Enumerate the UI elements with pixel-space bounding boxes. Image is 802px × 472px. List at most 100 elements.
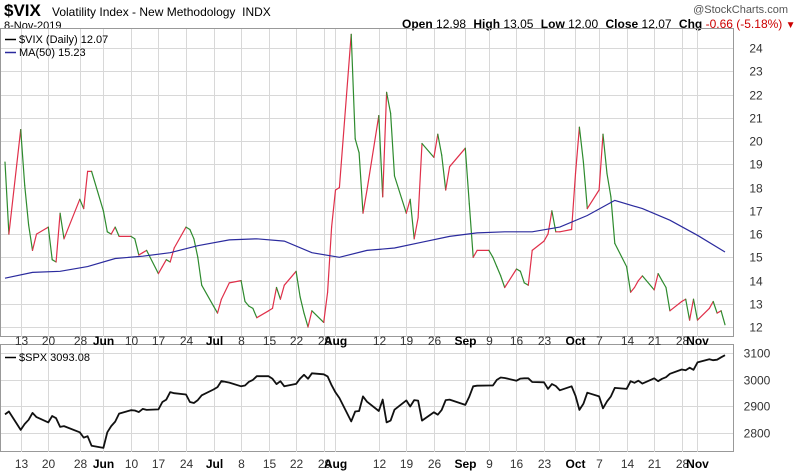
stockcharts-watermark: @StockCharts.com [693, 4, 788, 16]
vix-up-segment [279, 284, 285, 300]
vix-down-segment [441, 154, 447, 191]
spx-x-tick-label: 29 [318, 457, 332, 471]
vix-down-segment [610, 196, 616, 244]
vix-x-tick-label: 8 [238, 334, 245, 348]
vix-up-segment [688, 298, 695, 321]
spx-x-tick-label: 14 [621, 457, 635, 471]
ohlc-summary: Open 12.98 High 13.05 Low 12.00 Close 12… [398, 17, 796, 31]
vix-down-segment [244, 300, 250, 307]
vix-down-segment [252, 307, 258, 319]
vix-down-segment [295, 270, 301, 298]
vix-up-segment [433, 133, 439, 158]
vix-x-tick-label: Nov [686, 334, 709, 348]
spx-x-tick-label: 10 [125, 457, 139, 471]
vix-down-segment [685, 298, 691, 321]
vix-up-segment [83, 170, 89, 210]
vix-x-tick-label: Aug [324, 334, 347, 348]
vix-down-segment [212, 305, 219, 314]
vix-up-segment [220, 282, 230, 300]
vix-down-segment [59, 212, 65, 240]
vix-down-segment [625, 266, 632, 293]
vix-down-segment [515, 268, 522, 272]
vix-y-tick-label: 22 [749, 89, 763, 103]
vix-down-segment [606, 173, 612, 198]
vix-up-segment [334, 187, 340, 191]
vix-down-segment [358, 152, 364, 214]
vix-x-tick-label: 21 [648, 334, 662, 348]
vix-down-segment [421, 142, 435, 158]
spx-x-tick-label: 12 [373, 457, 387, 471]
vix-down-segment [134, 238, 140, 256]
spx-x-tick-label: 26 [428, 457, 442, 471]
vix-up-segment [637, 275, 644, 282]
spx-x-tick-label: Aug [324, 457, 347, 471]
spx-x-tick-label: Jun [93, 457, 114, 471]
vix-down-segment [692, 298, 699, 321]
vix-down-segment [488, 249, 494, 258]
spx-x-tick-label: 28 [74, 457, 88, 471]
vix-x-tick-label: 13 [15, 334, 29, 348]
spx-x-tick-label: 17 [152, 457, 166, 471]
vix-up-segment [110, 226, 116, 235]
vix-down-segment [409, 198, 415, 240]
vix-x-tick-label: 19 [400, 334, 414, 348]
spx-x-tick-label: Sep [454, 457, 476, 471]
vix-up-segment [559, 228, 573, 233]
change-value: -0.66 (-5.18%) [705, 17, 783, 31]
vix-up-segment [716, 310, 722, 314]
vix-up-segment [696, 307, 710, 321]
vix-down-segment [193, 238, 199, 258]
high-label: High [473, 17, 501, 31]
vix-up-segment [417, 142, 423, 219]
vix-x-tick-label: 29 [318, 334, 332, 348]
vix-x-tick-label: 14 [621, 334, 635, 348]
vix-x-tick-label: 17 [152, 334, 166, 348]
vix-up-segment [413, 217, 419, 240]
open-label: Open [402, 17, 433, 31]
vix-down-segment [492, 256, 498, 268]
vix-up-segment [169, 247, 175, 263]
vix-down-segment [197, 256, 203, 286]
vix-up-segment [586, 189, 600, 210]
open-value: 12.98 [436, 17, 467, 31]
vix-up-segment [527, 249, 533, 286]
vix-x-tick-label: 9 [486, 334, 493, 348]
low-label: Low [540, 17, 565, 31]
vix-up-segment [216, 298, 222, 314]
vix-up-segment [382, 91, 388, 198]
vix-y-tick-label: 24 [749, 42, 763, 56]
vix-down-segment [720, 310, 726, 326]
vix-y-tick-label: 19 [749, 158, 763, 172]
close-label: Close [605, 17, 639, 31]
vix-up-segment [504, 268, 518, 289]
vix-x-tick-label: 12 [373, 334, 387, 348]
vix-down-segment [146, 249, 159, 275]
vix-y-tick-label: 17 [749, 205, 763, 219]
vix-down-segment [106, 231, 112, 235]
vix-down-segment [665, 286, 671, 312]
vix-down-segment [4, 161, 10, 235]
spx-y-tick-label: 2900 [744, 400, 771, 414]
vix-up-segment [445, 166, 451, 191]
vix-down-segment [523, 282, 529, 286]
vix-up-segment [35, 226, 49, 235]
vix-up-segment [531, 240, 545, 251]
close-value: 12.07 [641, 17, 672, 31]
change-label: Chg [678, 17, 703, 31]
vix-y-tick-label: 23 [749, 65, 763, 79]
vix-x-tick-label: 22 [290, 334, 304, 348]
vix-down-segment [390, 112, 396, 177]
spx-x-tick-label: Oct [565, 457, 585, 471]
vix-down-segment [51, 259, 57, 263]
vix-up-segment [405, 198, 411, 214]
spx-x-tick-label: Nov [686, 457, 709, 471]
vix-down-segment [311, 310, 325, 323]
spx-x-tick-label: 16 [510, 457, 524, 471]
vix-down-segment [354, 138, 360, 154]
exchange-label: INDX [242, 5, 271, 19]
vix-up-segment [31, 233, 38, 251]
vix-x-tick-label: Sep [454, 334, 476, 348]
vix-up-segment [574, 126, 581, 175]
vix-down-segment [275, 286, 281, 300]
